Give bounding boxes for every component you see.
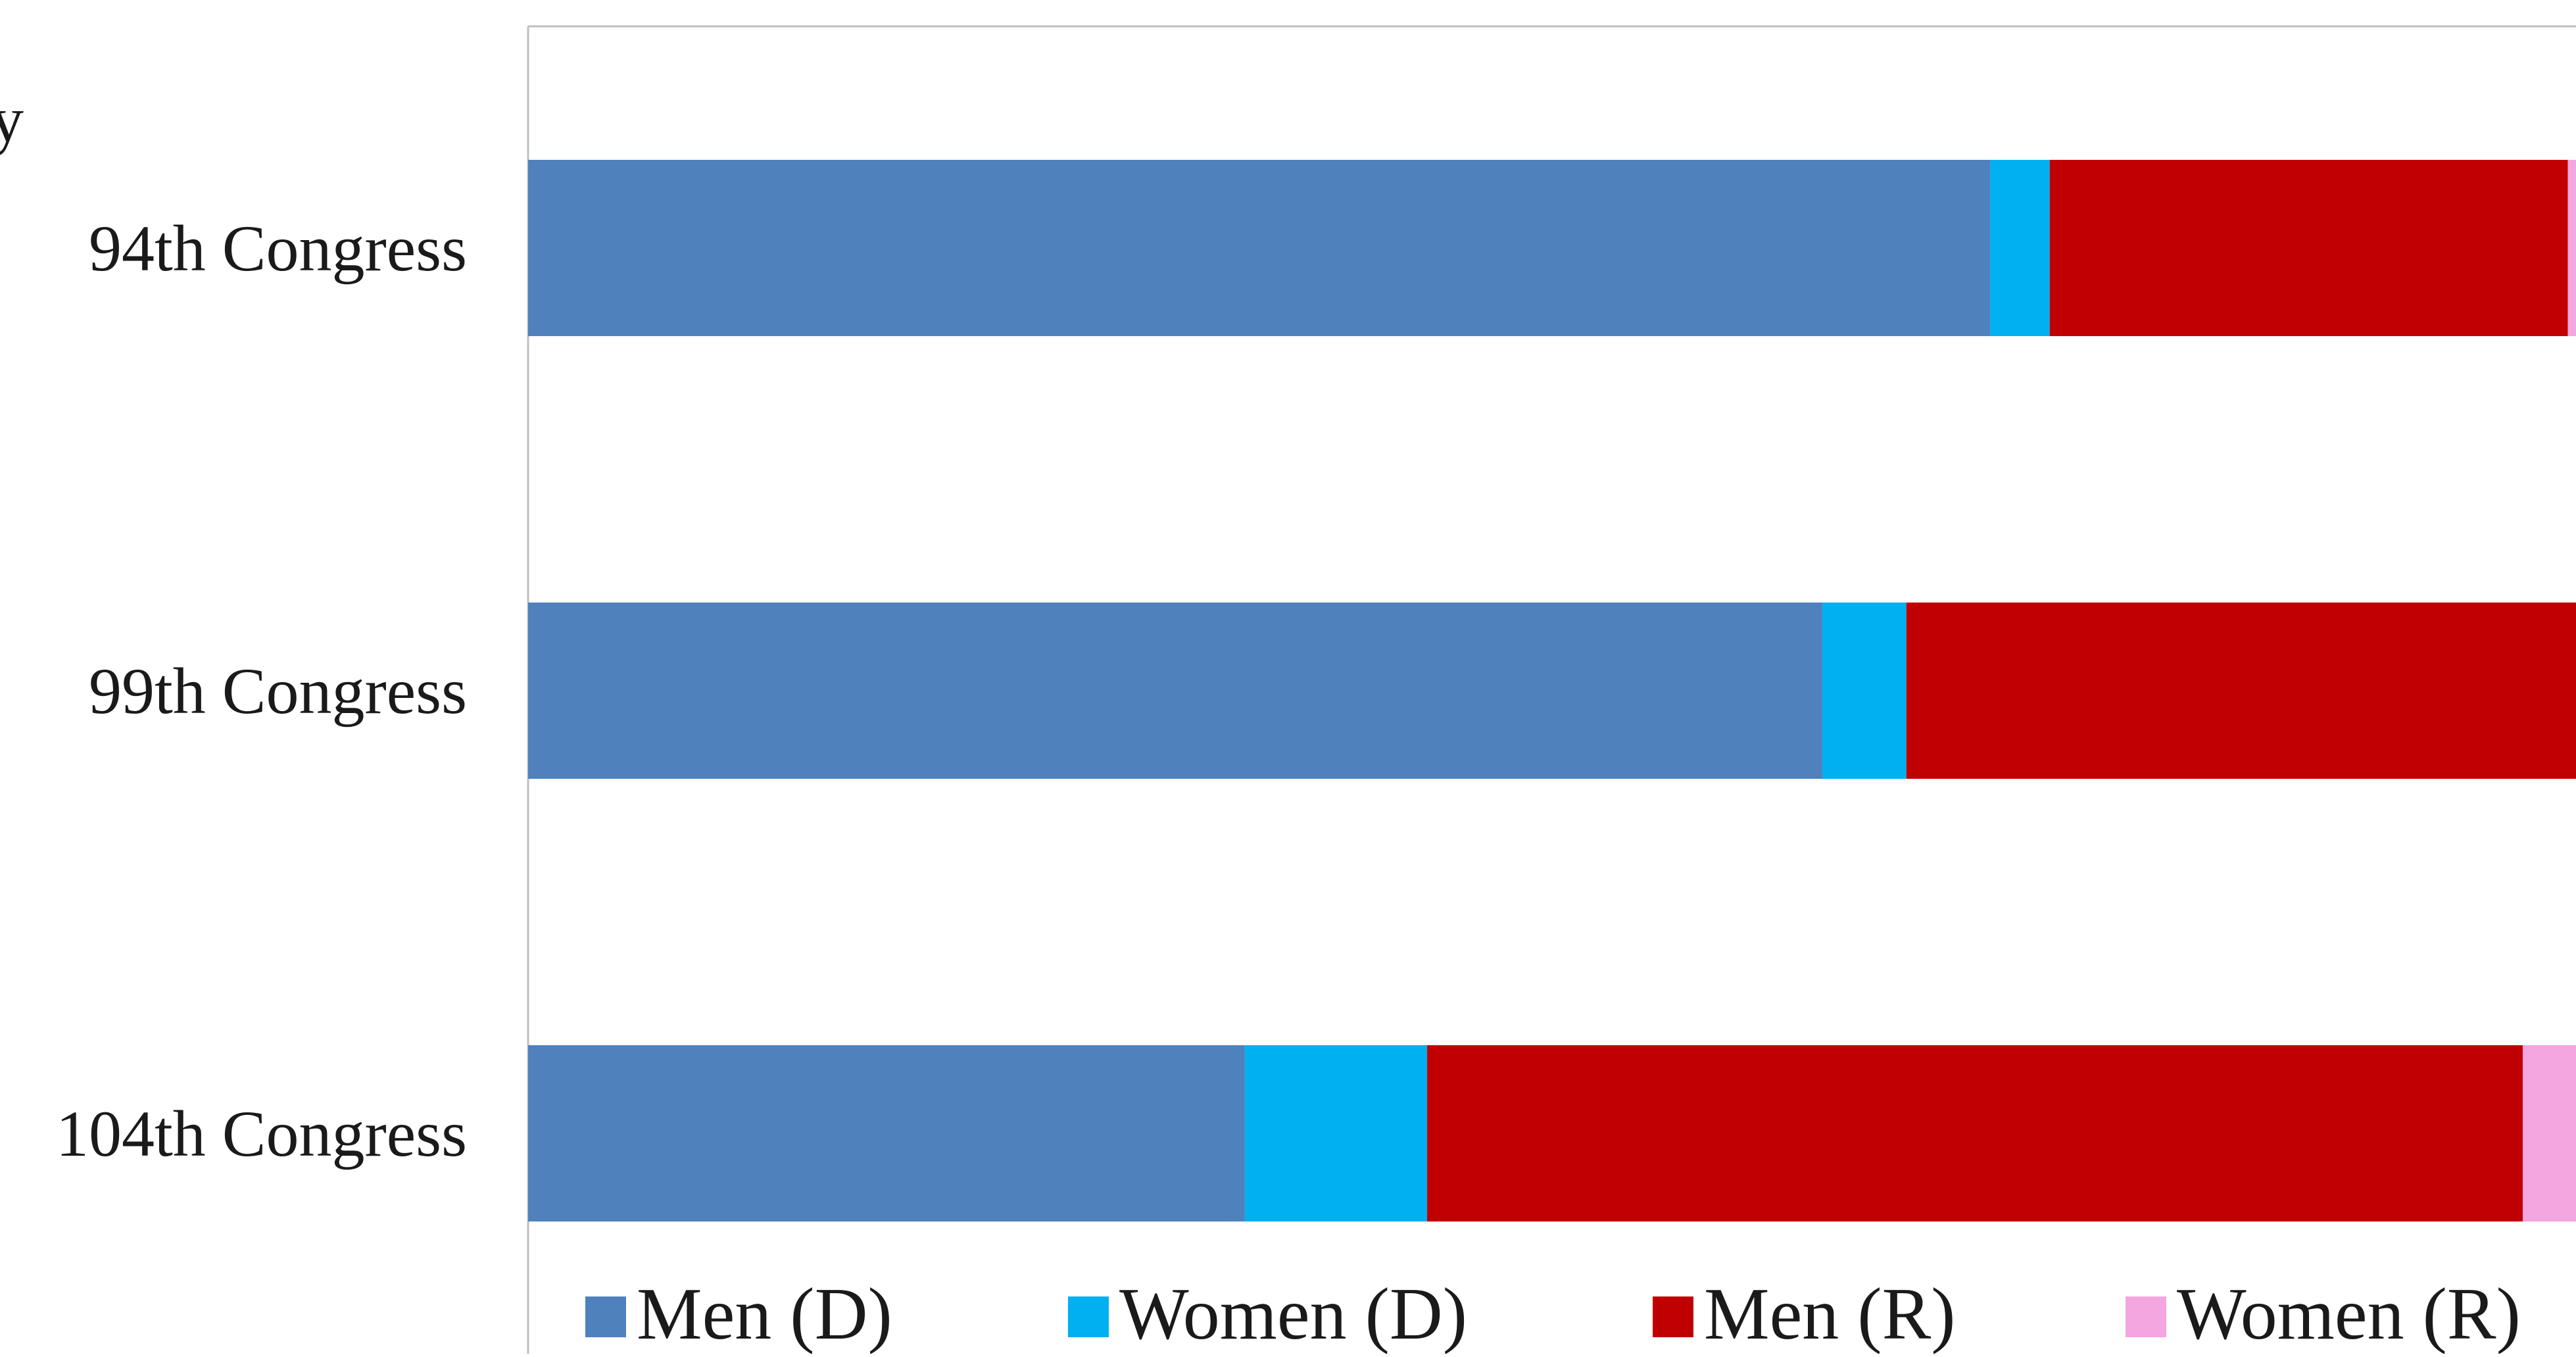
bar-104th-congress-women-r	[2523, 1045, 2576, 1221]
legend-swatch-men-r	[1653, 1296, 1693, 1337]
bars-layer	[528, 160, 2576, 1221]
bar-99th-congress-men-r	[1906, 603, 2576, 779]
legend-label-men-d: Men (D)	[637, 1273, 892, 1354]
legend-swatch-women-r	[2126, 1296, 2166, 1337]
bar-94th-congress-women-d	[1990, 160, 2050, 336]
legend-swatch-men-d	[585, 1296, 626, 1337]
chart-title-fragment: y	[0, 83, 24, 156]
category-label-104th-congress: 104th Congress	[56, 1097, 467, 1170]
legend-label-women-d: Women (D)	[1119, 1273, 1467, 1354]
bar-104th-congress-women-d	[1244, 1045, 1428, 1221]
bar-99th-congress-men-d	[528, 603, 1823, 779]
bar-99th-congress-women-d	[1822, 603, 1907, 779]
category-label-94th-congress: 94th Congress	[89, 212, 467, 285]
legend: Men (D) Women (D) Men (R) Women (R)	[585, 1273, 2521, 1355]
category-label-99th-congress: 99th Congress	[89, 654, 467, 728]
bar-104th-congress-men-d	[528, 1045, 1245, 1221]
bar-104th-congress-men-r	[1427, 1045, 2523, 1221]
bar-94th-congress-men-r	[2049, 160, 2568, 336]
bar-94th-congress-men-d	[528, 160, 1991, 336]
legend-label-men-r: Men (R)	[1704, 1273, 1956, 1354]
category-labels: 94th Congress 99th Congress 104th Congress	[56, 212, 467, 1170]
legend-label-women-r: Women (R)	[2177, 1273, 2521, 1354]
legend-swatch-women-d	[1068, 1296, 1109, 1337]
bar-94th-congress-women-r	[2567, 160, 2576, 336]
